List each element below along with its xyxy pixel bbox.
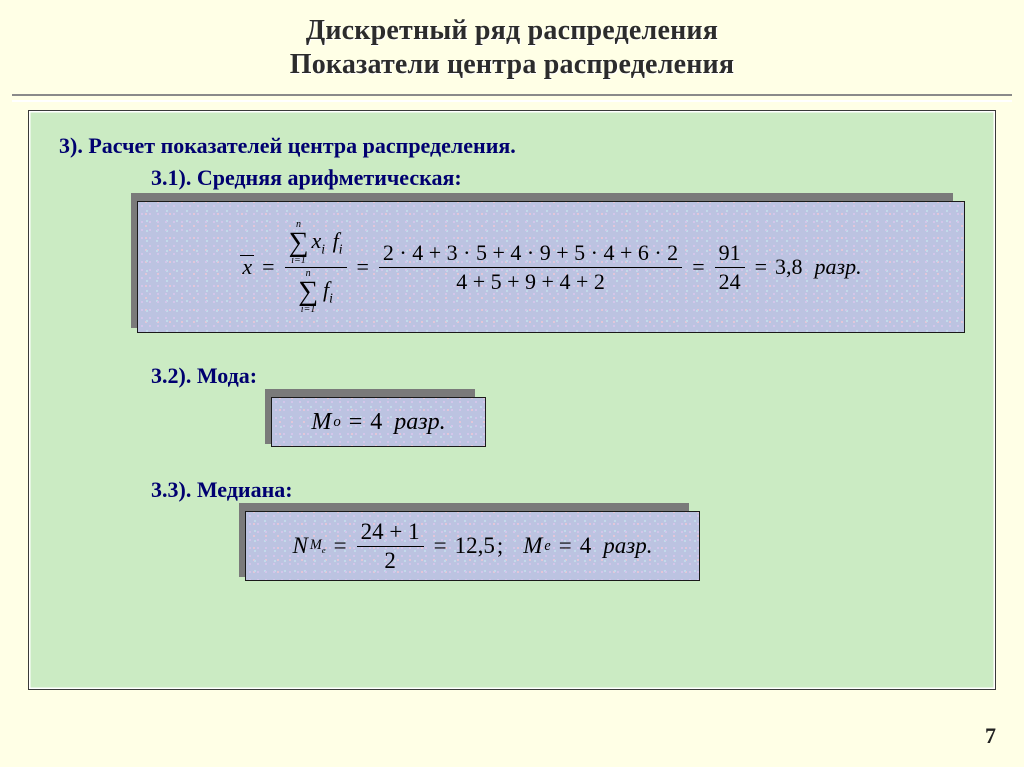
content-frame: 3). Расчет показателей центра распределе… bbox=[28, 110, 996, 690]
mode-unit: разр. bbox=[384, 409, 445, 436]
mode-value: 4 bbox=[370, 409, 382, 436]
subheading-mode: 3.2). Мода: bbox=[151, 363, 985, 389]
mean-result: 3,8 bbox=[775, 254, 803, 280]
title-block: Дискретный ряд распределения Показатели … bbox=[0, 14, 1024, 81]
mean-denominator-calc: 4 + 5 + 9 + 4 + 2 bbox=[452, 268, 609, 296]
sum-lower: i=1 bbox=[291, 256, 306, 266]
formula-box: Mo = 4 разр. bbox=[271, 397, 486, 447]
formula-box: NMe = 24 + 1 2 = 12,5; Me = 4 разр. bbox=[245, 511, 700, 581]
median-pos-num: 24 + 1 bbox=[357, 518, 424, 546]
formula-mode: Mo = 4 разр. bbox=[271, 397, 491, 455]
section-heading: 3). Расчет показателей центра распределе… bbox=[59, 133, 985, 159]
title-line-2: Показатели центра распределения bbox=[0, 48, 1024, 82]
median-unit: разр. bbox=[593, 533, 652, 559]
title-rule bbox=[12, 94, 1012, 102]
subheading-mean: 3.1). Средняя арифметическая: bbox=[151, 165, 985, 191]
page-number: 7 bbox=[985, 723, 996, 749]
median-value: 4 bbox=[580, 533, 592, 559]
mean-unit: разр. bbox=[805, 254, 862, 280]
fi: f bbox=[331, 228, 339, 253]
mean-value-den: 24 bbox=[715, 268, 745, 296]
formula-median: NMe = 24 + 1 2 = 12,5; Me = 4 разр. bbox=[245, 511, 705, 589]
mean-numerator-calc: 2 · 4 + 3 · 5 + 4 · 9 + 5 · 4 + 6 · 2 bbox=[379, 239, 682, 267]
xi: x bbox=[312, 228, 322, 253]
subheading-median: 3.3). Медиана: bbox=[151, 477, 985, 503]
title-line-1: Дискретный ряд распределения bbox=[0, 14, 1024, 48]
median-pos-value: 12,5 bbox=[455, 533, 495, 559]
formula-mean: x = n ∑ i=1 xi fi bbox=[137, 201, 969, 341]
formula-box: x = n ∑ i=1 xi fi bbox=[137, 201, 965, 333]
median-pos-den: 2 bbox=[380, 547, 400, 575]
mean-value-num: 91 bbox=[715, 239, 745, 267]
slide: Дискретный ряд распределения Показатели … bbox=[0, 0, 1024, 767]
